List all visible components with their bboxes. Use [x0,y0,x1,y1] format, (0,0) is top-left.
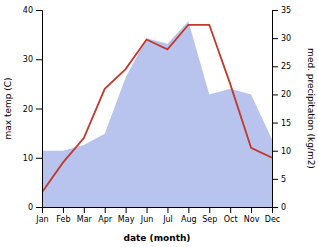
tick: 10 [272,147,291,156]
tick-mark [126,207,127,213]
tick: Jan [35,207,48,224]
tick: Apr [98,207,113,224]
line [42,25,272,192]
tick-mark [36,109,42,110]
tick-label: 20 [281,90,291,99]
tick-label: Apr [98,215,113,224]
tick: 0 [272,203,286,212]
tick: May [118,207,135,224]
tick-label: 0 [28,203,33,212]
tick: Feb [56,207,70,224]
axis-line [36,11,43,208]
tick-label: 40 [23,6,33,15]
tick: 20 [272,90,291,99]
area [42,21,272,207]
tick-mark [272,151,278,152]
tick: 0 [28,203,42,212]
tick-mark [272,179,278,180]
tick-label: Oct [224,215,238,224]
plot: JanFebMarAprMayJunJulAugSepOctNovDec0102… [23,6,291,224]
tick-label: 30 [281,34,291,43]
tick-label: Jan [35,215,48,224]
tick-mark [272,207,278,208]
tick-label: 15 [281,119,291,128]
x-axis-title: date (month) [124,233,191,243]
tick-label: 35 [281,6,291,15]
tick: 5 [272,175,286,184]
tick: 35 [272,6,291,15]
tick: 15 [272,119,291,128]
tick-mark [167,207,168,213]
y-axis: 0 10 20 30 40 [23,6,43,212]
tick-label: Jul [162,215,173,224]
tick-label: Aug [181,215,197,224]
tick: 25 [272,62,291,71]
tick-mark [147,207,148,213]
tick-mark [272,94,278,95]
tick-label: 20 [23,105,33,114]
tick-label: May [118,215,135,224]
tick-mark [36,207,42,208]
tick-label: 0 [281,203,286,212]
tick: 30 [23,55,42,64]
tick-mark [63,207,64,213]
marks [42,21,272,207]
tick-label: Jun [140,215,154,224]
tick-mark [209,207,210,213]
tick-label: Nov [244,215,260,224]
tick-mark [251,207,252,213]
tick-label: Mar [77,215,93,224]
tick: Oct [224,207,238,224]
x-axis: Jan Feb Mar Apr May Jun Jul Aug Sep Oct Nov Dec [35,207,280,224]
tick-label: 30 [23,55,33,64]
tick: Dec [265,207,280,224]
tick-label: Sep [202,215,217,224]
tick: Nov [244,207,260,224]
tick: 40 [23,6,42,15]
tick-label: Feb [56,215,70,224]
chart: JanFebMarAprMayJunJulAugSepOctNovDec0102… [0,0,318,247]
y2-axis-title: med. precipitation (kg/m2) [306,48,316,169]
tick: Mar [77,207,93,224]
tick-mark [230,207,231,213]
tick: Sep [202,207,217,224]
tick-mark [105,207,106,213]
tick-label: 5 [281,175,286,184]
tick-mark [36,59,42,60]
tick-label: 25 [281,62,291,71]
tick: 30 [272,34,291,43]
tick-label: 10 [281,147,291,156]
y2-axis: 0 5 10 15 20 25 30 35 [272,6,291,212]
tick-mark [272,66,278,67]
tick-label: Dec [265,215,280,224]
axis-line [273,11,279,208]
tick-mark [272,38,278,39]
tick: Aug [181,207,197,224]
axis-line [43,208,273,214]
y-axis-title: max temp (C) [3,77,13,139]
tick-mark [272,123,278,124]
tick-label: 10 [23,154,33,163]
tick: 20 [23,105,42,114]
tick-mark [188,207,189,213]
tick: Jun [140,207,154,224]
tick: 10 [23,154,42,163]
tick-mark [84,207,85,213]
tick: Jul [162,207,173,224]
tick-mark [36,158,42,159]
tick-mark [272,10,278,11]
tick-mark [36,10,42,11]
